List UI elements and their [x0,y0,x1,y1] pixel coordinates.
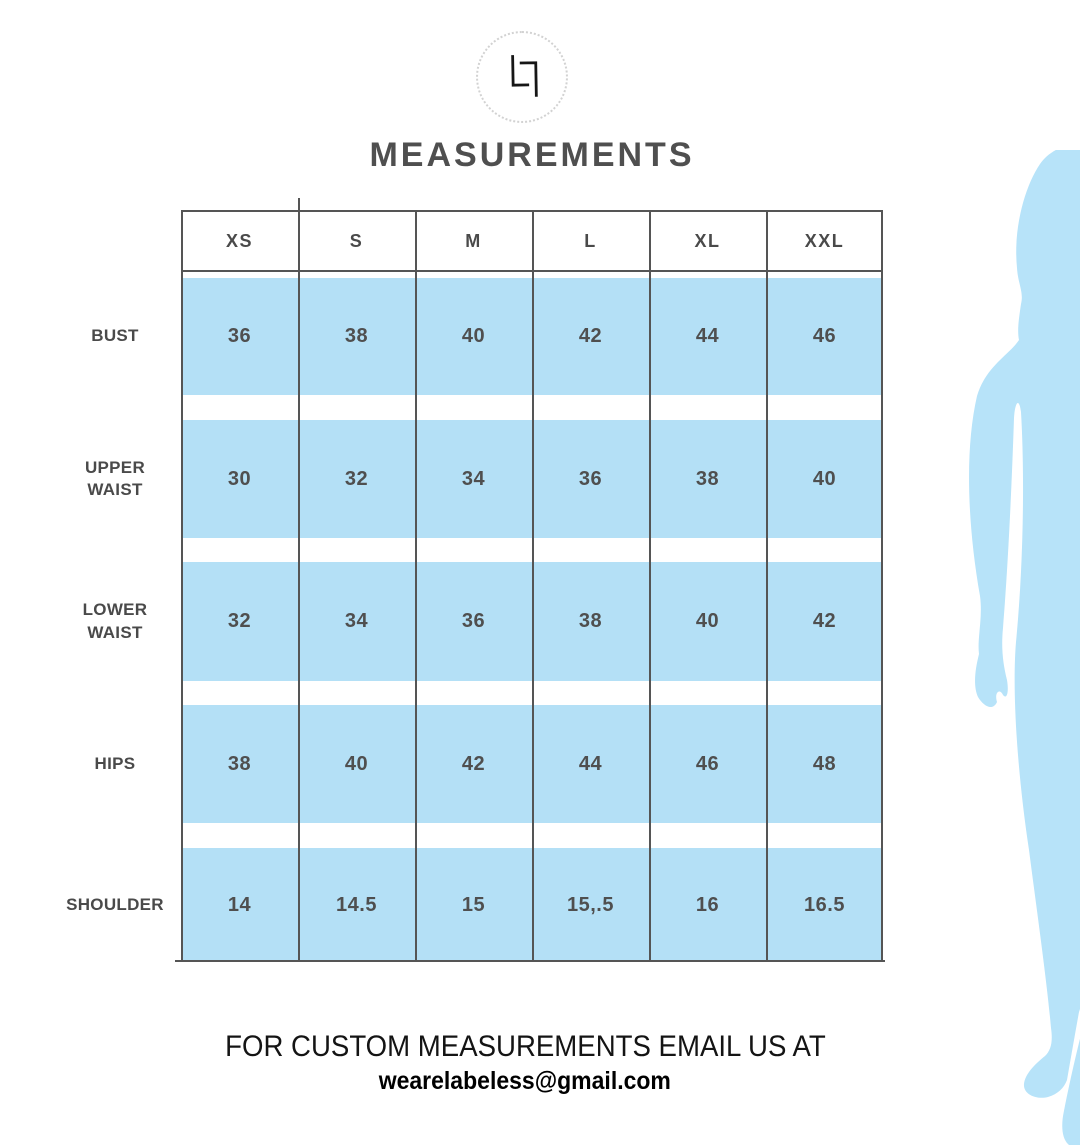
measurement-value: 48 [812,752,837,775]
measurement-value: 34 [461,467,486,490]
measurement-value: 15 [461,893,486,916]
measurement-value: 42 [578,325,603,347]
size-column-header-xxl: XXL [804,230,845,251]
measurement-value: 14.5 [336,893,377,916]
measurement-value: 46 [695,752,720,775]
measurement-value: 40 [695,610,720,632]
size-column-header-l: L [584,230,597,251]
measurement-value: 16.5 [804,893,845,916]
table-column-divider [298,198,300,962]
row-label: UPPER WAIST [84,457,146,499]
measurement-value: 38 [344,325,369,347]
measurement-value: 42 [812,610,837,632]
size-column-header-xs: XS [225,230,253,251]
table-column-divider [766,210,768,962]
measurement-value: 32 [344,467,369,490]
silhouette-body-shape [969,150,1080,1098]
measurement-value: 40 [812,467,837,490]
contact-email: wearelabeless@gmail.com [378,1067,672,1095]
measurement-value: 44 [695,325,720,347]
measurement-value: 32 [227,610,252,632]
measurements-table: XS S M L XL XXL BUST 36 38 40 42 44 46 UPPER WAIST 30… [66,198,885,962]
measurement-value: 16 [695,893,720,916]
female-body-silhouette [969,150,1080,1145]
page-title: MEASUREMENTS [369,136,695,174]
table-column-divider [181,210,183,962]
row-label: BUST [91,326,139,346]
measurement-value: 38 [578,610,603,632]
table-column-divider [415,210,417,962]
measurement-value: 14 [227,893,252,916]
row-label: HIPS [94,753,136,773]
logo-mark-icon [511,55,538,97]
measurement-value: 44 [578,752,603,775]
size-column-header-s: S [349,230,364,251]
table-bottom-border [175,960,885,962]
size-column-header-xl: XL [694,230,721,251]
measurement-value: 46 [812,325,837,347]
silhouette-back-leg-shape [1062,1038,1080,1145]
measurement-value: 42 [461,752,486,775]
measurement-value: 38 [227,752,252,775]
measurement-value: 40 [461,325,486,347]
size-column-header-m: M [465,230,482,251]
brand-logo [476,31,568,123]
table-column-divider [532,210,534,962]
measurement-value: 38 [695,467,720,490]
measurement-value: 40 [344,752,369,775]
measurement-value: 30 [227,467,252,490]
row-label: SHOULDER [66,894,164,914]
table-column-divider [881,210,883,962]
table-column-divider [649,210,651,962]
measurement-value: 34 [344,610,369,632]
measurement-value: 36 [461,610,486,632]
custom-measurements-note: FOR CUSTOM MEASUREMENTS EMAIL US AT [224,1030,826,1063]
measurement-value: 15,.5 [567,893,614,916]
measurement-value: 36 [227,325,252,347]
row-label: LOWER WAIST [82,600,148,642]
measurement-value: 36 [578,467,603,490]
